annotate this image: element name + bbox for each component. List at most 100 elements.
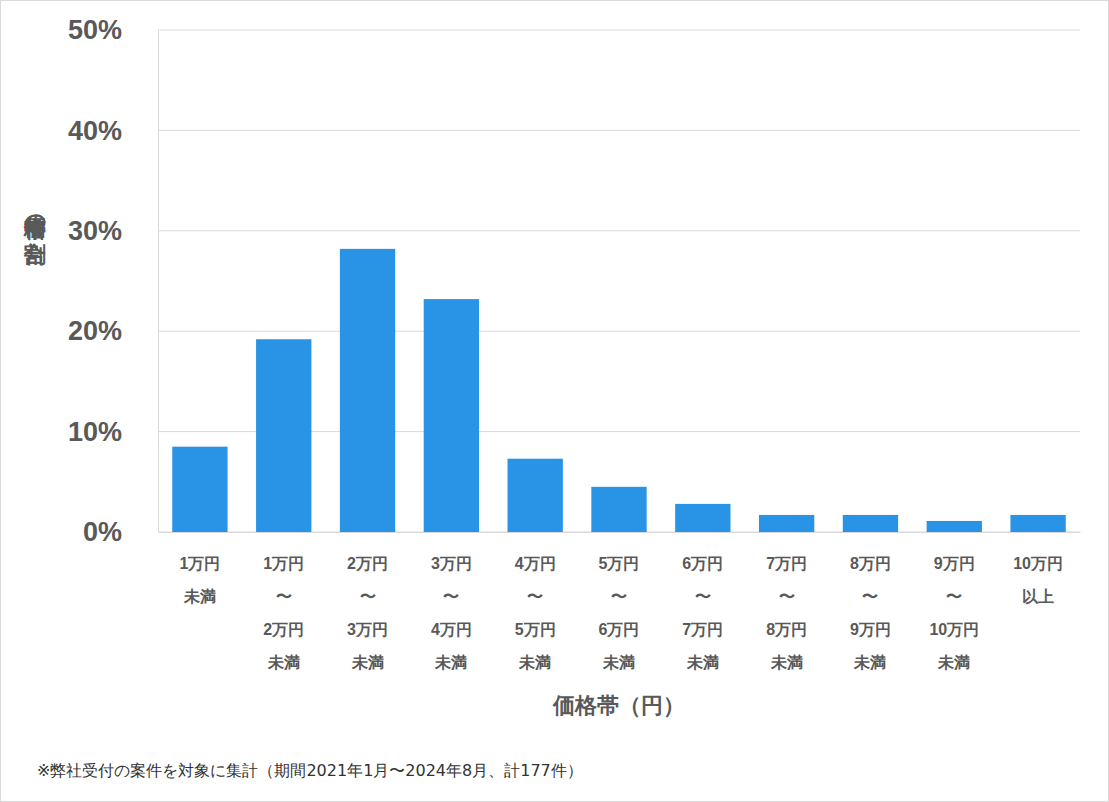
x-tick-label-line: 未満 [686,654,719,671]
bars [172,249,1066,532]
x-tick-label-line: 8万円 [850,555,891,572]
bar [508,459,563,532]
x-tick-label-line: 6万円 [682,555,723,572]
plot: 0%10%20%30%40%50%1万円未満1万円〜2万円未満2万円〜3万円未満… [68,15,1081,671]
bar [759,515,814,532]
x-tick: 1万円〜 2万円未満 [263,532,304,671]
x-axis: 1万円未満1万円〜2万円未満2万円〜3万円未満3万円〜4万円未満4万円〜5万円未… [159,532,1081,671]
x-tick-label-line: 7万円 [766,555,807,572]
x-tick-label-line: 4万円 [515,555,556,572]
x-tick-label-line: 未満 [434,654,467,671]
x-tick-label-line: 10万円 [929,621,979,638]
y-tick: 10% [68,417,158,447]
x-tick: 9万円〜 10万円未満 [929,532,979,671]
x-tick-label: 1万円未満 [179,555,220,605]
y-tick: 20% [68,316,158,346]
bar [591,487,646,532]
x-tick-label-line: 〜 [946,588,962,605]
x-tick: 3万円〜 4万円未満 [431,532,472,671]
x-tick-label: 5万円〜 6万円未満 [599,555,640,671]
x-tick-label-line: 10万円 [1013,555,1063,572]
grid [158,30,1080,532]
x-tick: 5万円〜 6万円未満 [599,532,640,671]
y-tick: 0% [83,517,158,547]
x-tick: 7万円〜 8万円未満 [766,532,807,671]
x-tick-label: 3万円〜 4万円未満 [431,555,472,671]
bar [424,299,479,532]
grid-line [158,30,1080,31]
x-tick-label-line: 〜 [695,588,711,605]
x-tick-label-line: 〜 [862,588,878,605]
x-tick: 6万円〜 7万円未満 [682,532,723,671]
x-tick-label-line: 7万円 [682,621,723,638]
x-tick-label: 1万円〜 2万円未満 [263,555,304,671]
footnote: ※弊社受付の案件を対象に集計（期間2021年1月〜2024年8月、計177件） [37,761,583,780]
x-tick-label-line: 未満 [518,654,551,671]
bar [675,504,730,532]
y-tick-label: 20% [68,316,122,346]
chart: 0%10%20%30%40%50%1万円未満1万円〜2万円未満2万円〜3万円未満… [0,0,1109,802]
x-tick-label-line: 〜 [443,588,459,605]
y-tick-label: 0% [83,517,122,547]
x-axis-title: 価格帯（円） [552,693,685,718]
x-tick-label: 8万円〜 9万円未満 [850,555,891,671]
x-tick-label-line: 3万円 [347,621,388,638]
x-tick-label: 10万円以上 [1013,555,1063,605]
x-tick-label-line: 未満 [183,588,216,605]
y-tick-label: 50% [68,15,122,45]
x-tick-label: 6万円〜 7万円未満 [682,555,723,671]
x-tick-label-line: 9万円 [934,555,975,572]
x-tick-label-line: 3万円 [431,555,472,572]
x-tick-label-line: 5万円 [599,555,640,572]
x-tick: 1万円未満 [179,532,220,605]
x-tick-label-line: 未満 [853,654,886,671]
grid-line [158,130,1080,131]
x-tick-label-line: 〜 [276,588,292,605]
x-tick-label-line: 未満 [602,654,635,671]
x-tick: 2万円〜 3万円未満 [347,532,388,671]
x-tick-label-line: 未満 [267,654,300,671]
x-tick-label-line: 未満 [770,654,803,671]
x-tick-label: 4万円〜 5万円未満 [515,555,556,671]
grid-line [158,331,1080,332]
bar [1010,515,1065,532]
y-tick-label: 10% [68,417,122,447]
frame [1,1,1109,802]
bar [256,339,311,532]
x-tick-label-line: 〜 [527,588,543,605]
bar [172,447,227,532]
x-axis-line [159,532,1081,533]
y-tick-label: 30% [68,216,122,246]
x-tick-label-line: 1万円 [179,555,220,572]
y-axis-line [158,31,159,533]
x-tick-label-line: 未満 [351,654,384,671]
x-tick-label-line: 〜 [779,588,795,605]
x-tick: 4万円〜 5万円未満 [515,532,556,671]
x-tick-label-line: 1万円 [263,555,304,572]
y-axis: 0% 10% 20% 30% 40% 50% [68,15,159,547]
y-tick-label: 40% [68,116,122,146]
bar [843,515,898,532]
x-tick-label-line: 〜 [611,588,627,605]
y-tick: 30% [68,216,158,246]
x-tick: 8万円〜 9万円未満 [850,532,891,671]
x-tick-label-line: 8万円 [766,621,807,638]
bar [927,521,982,532]
x-tick-label-line: 4万円 [431,621,472,638]
y-tick: 40% [68,116,158,146]
x-tick-label-line: 5万円 [515,621,556,638]
grid-line [158,230,1080,231]
x-tick-label: 2万円〜 3万円未満 [347,555,388,671]
x-tick-label-line: 6万円 [599,621,640,638]
x-tick-label-line: 2万円 [347,555,388,572]
x-tick-label-line: 〜 [360,588,376,605]
x-tick: 10万円以上 [1013,532,1063,605]
y-axis-title: 価格帯の割合 [23,200,48,266]
bar [340,249,395,532]
x-tick-label-line: 未満 [937,654,970,671]
x-tick-label-line: 以上 [1022,588,1054,605]
x-tick-label: 7万円〜 8万円未満 [766,555,807,671]
x-tick-label-line: 2万円 [263,621,304,638]
x-tick-label-line: 9万円 [850,621,891,638]
x-tick-label: 9万円〜 10万円未満 [929,555,979,671]
